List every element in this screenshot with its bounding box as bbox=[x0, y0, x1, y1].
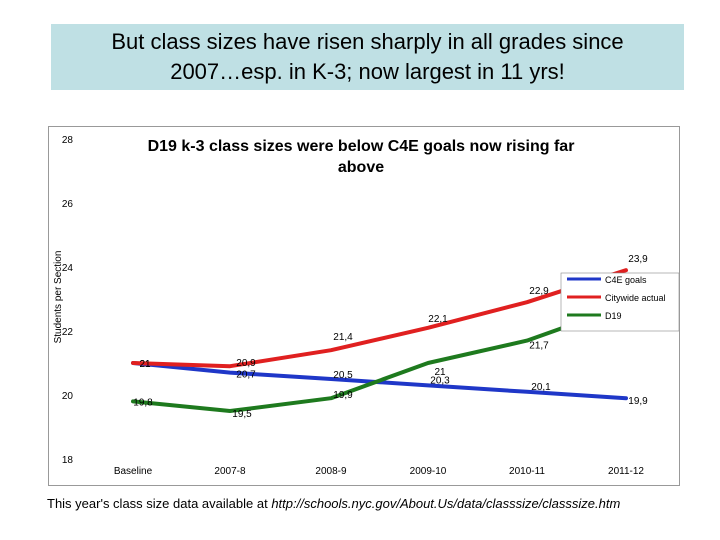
headline-line-2: 2007…esp. in K-3; now largest in 11 yrs! bbox=[170, 59, 565, 84]
x-tick-label: 2009-10 bbox=[410, 466, 447, 477]
data-label: 22,1 bbox=[428, 314, 448, 325]
data-label: 20,3 bbox=[430, 375, 450, 386]
line-chart: D19 k-3 class sizes were below C4E goals… bbox=[53, 135, 679, 477]
data-label: 21 bbox=[139, 359, 151, 370]
data-label: 22,9 bbox=[529, 286, 549, 297]
slide-headline: But class sizes have risen sharply in al… bbox=[51, 24, 684, 90]
chart-title-line-2: above bbox=[338, 159, 384, 176]
y-axis-title: Students per Section bbox=[53, 251, 64, 344]
footer-note: This year's class size data available at… bbox=[47, 496, 620, 511]
y-tick-label: 28 bbox=[62, 135, 74, 146]
data-label: 20,9 bbox=[236, 358, 256, 369]
legend-label: Citywide actual bbox=[605, 293, 666, 303]
x-tick-label: Baseline bbox=[114, 466, 153, 477]
data-label: 21 bbox=[434, 367, 446, 378]
y-tick-label: 22 bbox=[62, 327, 74, 338]
data-label: 20,7 bbox=[236, 370, 256, 381]
y-tick-label: 20 bbox=[62, 391, 74, 402]
chart-frame: D19 k-3 class sizes were below C4E goals… bbox=[48, 126, 680, 486]
data-label: 21,4 bbox=[333, 332, 353, 343]
y-tick-label: 24 bbox=[62, 263, 74, 274]
chart-title-line-1: D19 k-3 class sizes were below C4E goals… bbox=[148, 138, 575, 155]
x-tick-label: 2008-9 bbox=[315, 466, 347, 477]
data-label: 20,1 bbox=[531, 382, 551, 393]
x-tick-label: 2011-12 bbox=[608, 466, 644, 477]
data-label: 21,7 bbox=[529, 341, 549, 352]
y-tick-label: 26 bbox=[62, 199, 74, 210]
x-tick-label: 2010-11 bbox=[509, 466, 545, 477]
data-label: 23,9 bbox=[628, 254, 648, 265]
headline-line-1: But class sizes have risen sharply in al… bbox=[111, 29, 624, 54]
data-label: 19,8 bbox=[133, 397, 153, 408]
series-line-citywide-actual bbox=[131, 268, 628, 369]
data-label: 20,5 bbox=[333, 370, 353, 381]
data-label: 19,9 bbox=[333, 390, 353, 401]
legend-label: D19 bbox=[605, 311, 622, 321]
footer-url-link[interactable]: http://schools.nyc.gov/About.Us/data/cla… bbox=[271, 496, 621, 511]
legend-label: C4E goals bbox=[605, 275, 647, 285]
y-tick-label: 18 bbox=[62, 455, 74, 466]
legend-box bbox=[560, 272, 679, 332]
data-label: 19,5 bbox=[232, 409, 252, 420]
series-line-d19 bbox=[131, 303, 628, 413]
x-tick-label: 2007-8 bbox=[214, 466, 246, 477]
data-label: 19,9 bbox=[628, 396, 648, 407]
footer-text: This year's class size data available at bbox=[47, 496, 268, 511]
